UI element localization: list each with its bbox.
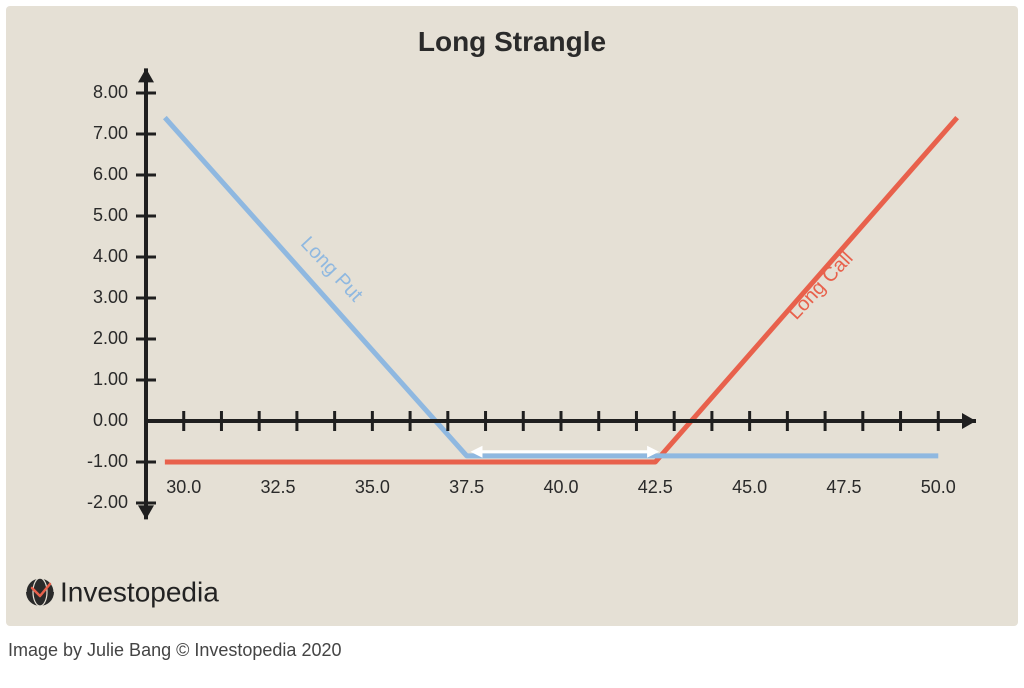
y-tick-label: 6.00 <box>93 164 128 184</box>
image-caption: Image by Julie Bang © Investopedia 2020 <box>8 640 341 661</box>
y-tick-label: 2.00 <box>93 328 128 348</box>
long-strangle-chart: Long Strangle 8.00 7.00 6.00 5.00 4.00 3.00 2.… <box>6 6 1018 626</box>
x-tick-label: 32.5 <box>261 477 296 497</box>
x-tick-label: 35.0 <box>355 477 390 497</box>
x-tick-label: 40.0 <box>543 477 578 497</box>
x-tick-label: 30.0 <box>166 477 201 497</box>
y-tick-label: 3.00 <box>93 287 128 307</box>
chart-background <box>6 6 1018 626</box>
x-tick-label: 47.5 <box>826 477 861 497</box>
y-tick-label: 5.00 <box>93 205 128 225</box>
brand-name: Investopedia <box>60 576 219 607</box>
y-tick-label: 8.00 <box>93 82 128 102</box>
y-tick-label: 4.00 <box>93 246 128 266</box>
x-axis-labels: 30.0 32.5 35.0 37.5 40.0 42.5 45.0 47.5 50.0 <box>166 477 956 497</box>
x-tick-label: 42.5 <box>638 477 673 497</box>
chart-title: Long Strangle <box>418 26 606 57</box>
y-tick-label: -1.00 <box>87 451 128 471</box>
y-tick-label: 7.00 <box>93 123 128 143</box>
x-tick-label: 45.0 <box>732 477 767 497</box>
chart-card: Long Strangle 8.00 7.00 6.00 5.00 4.00 3.00 2.… <box>6 6 1018 626</box>
x-tick-label: 37.5 <box>449 477 484 497</box>
y-tick-label: 1.00 <box>93 369 128 389</box>
x-tick-label: 50.0 <box>921 477 956 497</box>
y-tick-label: -2.00 <box>87 492 128 512</box>
y-tick-label: 0.00 <box>93 410 128 430</box>
